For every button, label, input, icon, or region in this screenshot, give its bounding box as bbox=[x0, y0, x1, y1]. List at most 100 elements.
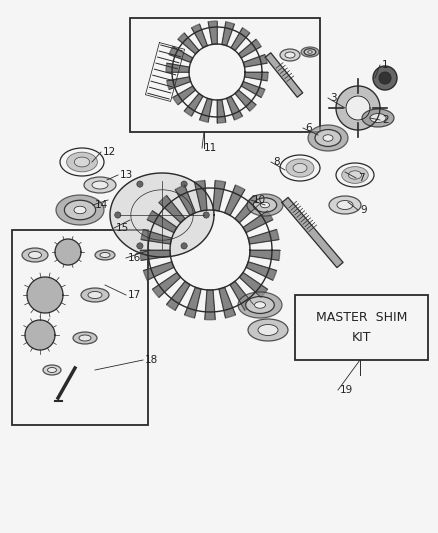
Text: 11: 11 bbox=[204, 143, 217, 153]
Ellipse shape bbox=[238, 292, 282, 318]
Polygon shape bbox=[235, 196, 261, 223]
Ellipse shape bbox=[348, 171, 362, 179]
Text: 3: 3 bbox=[330, 93, 337, 103]
Ellipse shape bbox=[79, 335, 91, 341]
Circle shape bbox=[181, 181, 187, 187]
Text: 8: 8 bbox=[273, 157, 279, 167]
Ellipse shape bbox=[315, 130, 341, 147]
Ellipse shape bbox=[73, 332, 97, 344]
Ellipse shape bbox=[248, 319, 288, 341]
Circle shape bbox=[203, 212, 209, 218]
Ellipse shape bbox=[301, 47, 319, 57]
Polygon shape bbox=[282, 197, 343, 268]
Polygon shape bbox=[205, 290, 215, 320]
Polygon shape bbox=[55, 239, 81, 265]
Polygon shape bbox=[246, 262, 277, 280]
Polygon shape bbox=[241, 82, 265, 98]
Text: 2: 2 bbox=[382, 115, 389, 125]
Text: MASTER  SHIM: MASTER SHIM bbox=[316, 311, 407, 324]
Polygon shape bbox=[225, 185, 245, 215]
Text: 1: 1 bbox=[382, 60, 389, 70]
Polygon shape bbox=[235, 90, 256, 111]
Polygon shape bbox=[244, 54, 267, 67]
Polygon shape bbox=[230, 281, 254, 310]
Polygon shape bbox=[166, 63, 189, 72]
Text: 7: 7 bbox=[358, 173, 364, 183]
Polygon shape bbox=[166, 281, 190, 310]
Text: 9: 9 bbox=[360, 205, 367, 215]
Polygon shape bbox=[147, 211, 177, 232]
Ellipse shape bbox=[246, 296, 274, 313]
Ellipse shape bbox=[43, 365, 61, 375]
Polygon shape bbox=[141, 229, 172, 244]
Bar bbox=[12, 230, 148, 425]
Polygon shape bbox=[140, 250, 170, 261]
Ellipse shape bbox=[342, 167, 368, 183]
Polygon shape bbox=[265, 53, 303, 97]
Text: KIT: KIT bbox=[352, 331, 371, 344]
Polygon shape bbox=[238, 39, 261, 58]
Polygon shape bbox=[231, 28, 250, 51]
Circle shape bbox=[181, 243, 187, 249]
Ellipse shape bbox=[67, 152, 97, 172]
Text: 19: 19 bbox=[340, 385, 353, 395]
Ellipse shape bbox=[100, 253, 110, 257]
Polygon shape bbox=[184, 287, 201, 318]
Polygon shape bbox=[336, 86, 380, 130]
Polygon shape bbox=[222, 22, 234, 46]
Polygon shape bbox=[27, 277, 63, 313]
Ellipse shape bbox=[362, 109, 394, 127]
Ellipse shape bbox=[253, 198, 277, 212]
Polygon shape bbox=[110, 173, 214, 257]
Ellipse shape bbox=[308, 51, 312, 53]
Polygon shape bbox=[213, 181, 226, 211]
Polygon shape bbox=[248, 229, 279, 244]
Ellipse shape bbox=[337, 200, 353, 209]
Polygon shape bbox=[178, 33, 199, 54]
Ellipse shape bbox=[329, 196, 361, 214]
Text: 14: 14 bbox=[95, 200, 108, 210]
Ellipse shape bbox=[285, 52, 295, 58]
Ellipse shape bbox=[286, 159, 314, 177]
Ellipse shape bbox=[47, 367, 57, 373]
Ellipse shape bbox=[84, 177, 116, 193]
Polygon shape bbox=[25, 320, 55, 350]
Ellipse shape bbox=[88, 292, 102, 298]
Polygon shape bbox=[175, 185, 195, 215]
Text: 6: 6 bbox=[305, 123, 311, 133]
Polygon shape bbox=[219, 287, 236, 318]
Ellipse shape bbox=[74, 157, 90, 167]
Polygon shape bbox=[159, 196, 185, 223]
Bar bbox=[130, 18, 320, 132]
Polygon shape bbox=[226, 96, 243, 120]
Text: 17: 17 bbox=[128, 290, 141, 300]
Ellipse shape bbox=[95, 250, 115, 260]
Ellipse shape bbox=[254, 302, 265, 308]
Ellipse shape bbox=[92, 181, 108, 189]
Polygon shape bbox=[200, 98, 212, 122]
Ellipse shape bbox=[323, 135, 333, 141]
Text: 12: 12 bbox=[103, 147, 116, 157]
Text: 15: 15 bbox=[116, 223, 129, 233]
Polygon shape bbox=[239, 272, 268, 297]
Ellipse shape bbox=[258, 325, 278, 335]
Polygon shape bbox=[191, 24, 208, 48]
Ellipse shape bbox=[74, 206, 86, 214]
Circle shape bbox=[137, 243, 143, 249]
Text: 10: 10 bbox=[253, 195, 266, 205]
Polygon shape bbox=[169, 46, 193, 62]
Polygon shape bbox=[250, 250, 280, 261]
Ellipse shape bbox=[28, 252, 42, 259]
Ellipse shape bbox=[247, 194, 283, 216]
Circle shape bbox=[137, 181, 143, 187]
Text: 13: 13 bbox=[120, 170, 133, 180]
Ellipse shape bbox=[370, 114, 386, 123]
Ellipse shape bbox=[280, 49, 300, 61]
Polygon shape bbox=[217, 100, 226, 123]
Circle shape bbox=[373, 66, 397, 90]
Polygon shape bbox=[194, 181, 207, 211]
Polygon shape bbox=[346, 96, 370, 120]
Text: 18: 18 bbox=[145, 355, 158, 365]
Ellipse shape bbox=[261, 202, 269, 208]
Polygon shape bbox=[243, 211, 273, 232]
